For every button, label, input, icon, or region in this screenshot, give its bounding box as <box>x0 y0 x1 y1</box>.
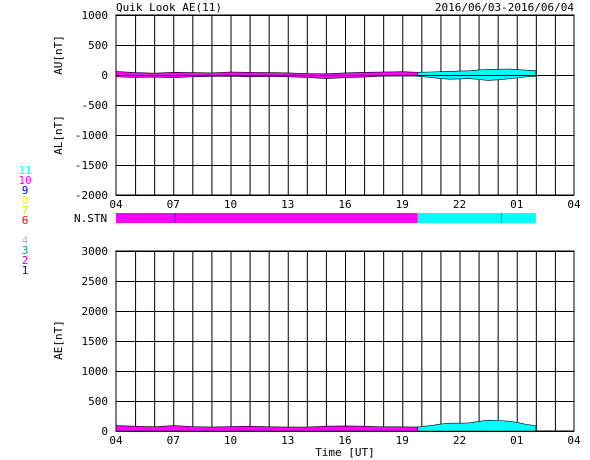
y-tick-label: 2500 <box>82 275 109 288</box>
y-tick-label: 0 <box>101 425 108 438</box>
y-tick-label: 3000 <box>82 245 109 258</box>
x-tick-label: 13 <box>281 434 294 447</box>
au-axis-label: AU[nT] <box>52 35 65 75</box>
y-tick-label: 2000 <box>82 305 109 318</box>
y-tick-label: 500 <box>88 395 108 408</box>
x-tick-label: 04 <box>109 434 123 447</box>
y-tick-label: -500 <box>82 99 109 112</box>
y-tick-label: 500 <box>88 39 108 52</box>
legend-station-11: 11 <box>18 164 32 177</box>
x-tick-label: 04 <box>567 198 581 211</box>
x-tick-label: 01 <box>510 434 523 447</box>
y-tick-label: 0 <box>101 69 108 82</box>
x-tick-label: 22 <box>453 198 466 211</box>
stn-segment-11 <box>417 213 536 223</box>
legend-station-7: 7 <box>21 204 29 217</box>
y-tick-label: 1000 <box>82 9 109 22</box>
legend-station-5: 5 <box>21 224 29 237</box>
chart-title: Quik Look AE(11) <box>116 1 222 14</box>
x-tick-label: 10 <box>224 198 237 211</box>
data-area-station-11 <box>417 419 537 432</box>
y-tick-label: -2000 <box>75 189 108 202</box>
x-tick-label: 16 <box>338 434 351 447</box>
x-tick-label: 01 <box>510 198 523 211</box>
data-area-station-11 <box>417 68 537 81</box>
data-area-station-10 <box>115 425 418 432</box>
x-tick-label: 04 <box>567 434 581 447</box>
x-tick-label: 22 <box>453 434 466 447</box>
y-tick-label: -1500 <box>75 159 108 172</box>
stn-segment-10 <box>116 213 418 223</box>
x-tick-label: 19 <box>396 434 409 447</box>
al-axis-label: AL[nT] <box>52 115 65 155</box>
y-tick-label: 1000 <box>82 365 109 378</box>
x-tick-label: 07 <box>167 198 180 211</box>
legend-station-6: 6 <box>21 214 29 227</box>
x-tick-label: 19 <box>396 198 409 211</box>
y-tick-label: 1500 <box>82 335 109 348</box>
ae-axis-label: AE[nT] <box>52 320 65 360</box>
date-range: 2016/06/03-2016/06/04 <box>435 1 574 14</box>
x-tick-label: 10 <box>224 434 237 447</box>
x-tick-label: 16 <box>338 198 351 211</box>
legend-station-2: 2 <box>21 254 29 267</box>
x-tick-label: 07 <box>167 434 180 447</box>
legend-station-10: 10 <box>18 174 32 187</box>
legend-station-4: 4 <box>21 234 29 247</box>
legend-station-9: 9 <box>21 184 29 197</box>
x-axis-label: Time [UT] <box>315 446 375 459</box>
y-tick-label: -1000 <box>75 129 108 142</box>
x-tick-label: 13 <box>281 198 294 211</box>
legend-station-1: 1 <box>21 264 29 277</box>
stn-label: N.STN <box>74 212 107 225</box>
legend-station-3: 3 <box>21 244 29 257</box>
stn-panel <box>116 213 536 223</box>
x-tick-label: 04 <box>109 198 123 211</box>
legend-station-8: 8 <box>21 194 29 207</box>
